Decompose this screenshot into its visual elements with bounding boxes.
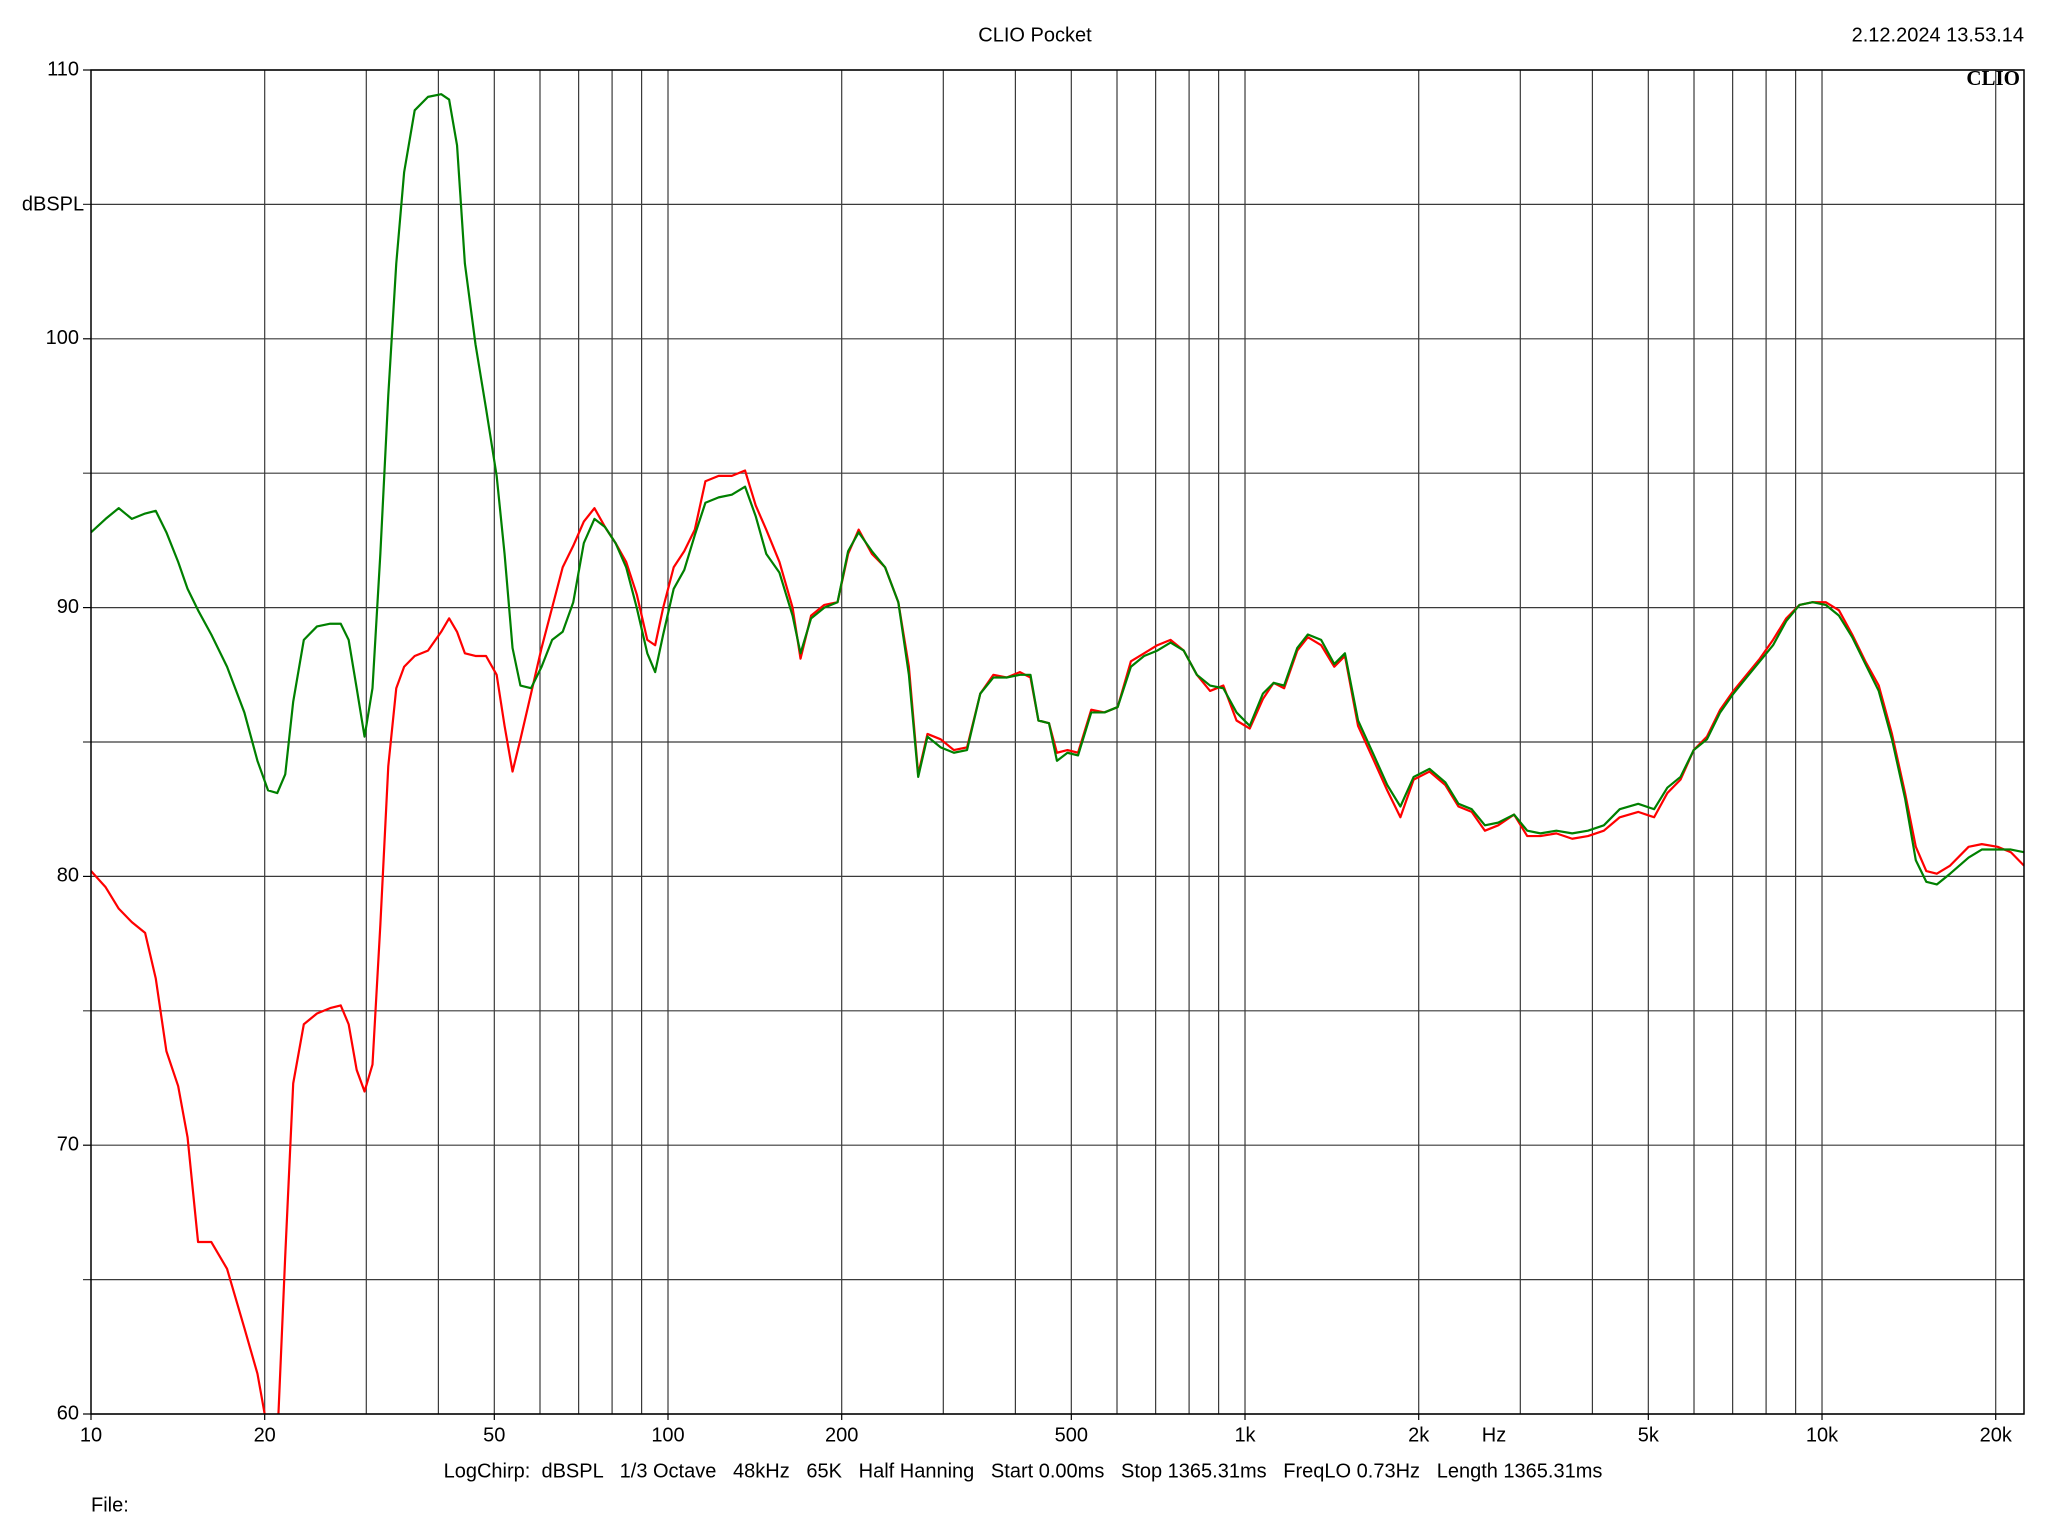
x-tick-label: 100 <box>651 1424 684 1446</box>
settings-footer: LogChirp: dBSPL 1/3 Octave 48kHz 65K Hal… <box>444 1460 1603 1482</box>
response-line <box>91 469 2024 1414</box>
chart-title: CLIO Pocket <box>978 24 1092 46</box>
logo: CLIO <box>1966 66 2020 90</box>
y-tick-label: 70 <box>57 1133 79 1155</box>
x-tick-label: 1k <box>1234 1424 1256 1446</box>
x-tick-label: 20k <box>1980 1424 2013 1446</box>
x-tick-label: 5k <box>1638 1424 1660 1446</box>
y-tick-label: 90 <box>57 596 79 618</box>
x-tick-label: 50 <box>483 1424 505 1446</box>
plot-border <box>90 69 2025 1415</box>
x-axis-label: Hz <box>1482 1424 1506 1446</box>
plot-area <box>91 93 2024 1414</box>
x-tick-label: 10 <box>80 1424 102 1446</box>
y-tick-label: 80 <box>57 865 79 887</box>
file-label: File: <box>91 1494 129 1516</box>
x-tick-label: 20 <box>254 1424 276 1446</box>
y-tick-label: 110 <box>47 58 79 80</box>
timestamp: 2.12.2024 13.53.14 <box>1852 24 2024 46</box>
response-line <box>91 93 2024 886</box>
y-tick-label: 100 <box>46 327 79 349</box>
y-axis-label: dBSPL <box>22 193 84 215</box>
y-tick-label: 60 <box>57 1402 79 1424</box>
x-tick-label: 500 <box>1055 1424 1088 1446</box>
x-tick-label: 200 <box>825 1424 858 1446</box>
x-tick-label: 2k <box>1408 1424 1430 1446</box>
x-tick-label: 10k <box>1806 1424 1839 1446</box>
